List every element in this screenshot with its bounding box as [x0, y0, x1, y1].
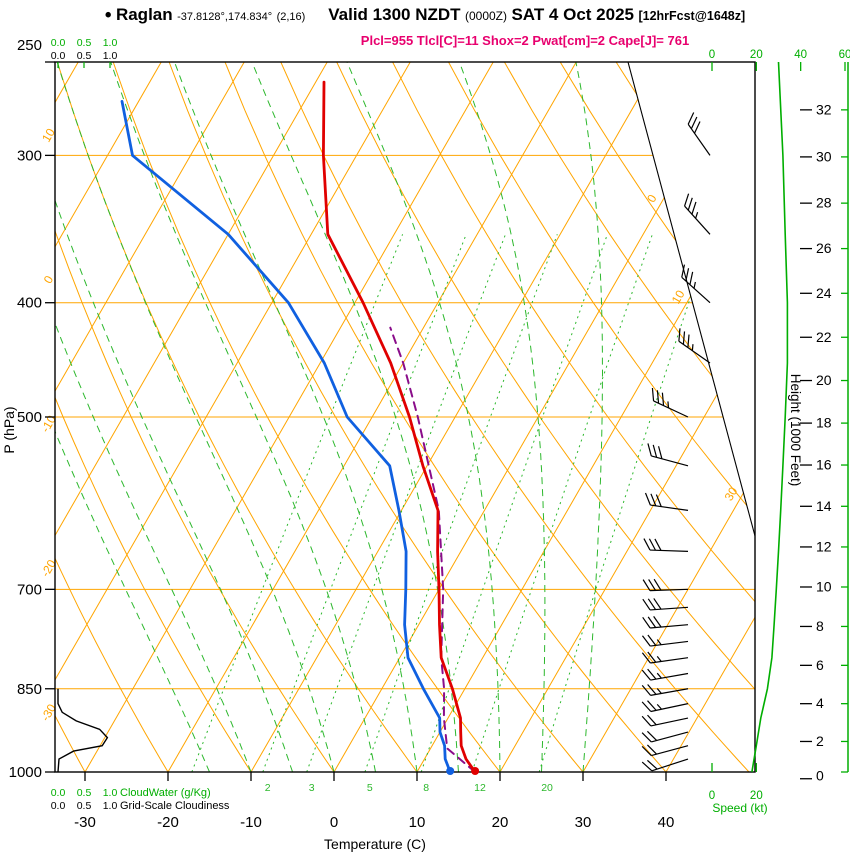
svg-text:10: 10: [409, 814, 426, 831]
svg-text:14: 14: [816, 498, 832, 514]
sounding-curves: [120, 80, 480, 775]
svg-text:2: 2: [265, 782, 271, 794]
svg-text:8: 8: [423, 782, 429, 794]
stability-indices: Plcl=955 Tlcl[C]=11 Shox=2 Pwat[cm]=2 Ca…: [361, 33, 689, 48]
svg-text:0.5: 0.5: [77, 50, 92, 62]
svg-text:0: 0: [41, 273, 57, 286]
wind-barbs: [641, 62, 711, 772]
svg-text:1.0: 1.0: [103, 787, 118, 799]
grid-point: (2,16): [276, 11, 306, 23]
svg-text:0.5: 0.5: [77, 787, 92, 799]
dewpoint-curve: [120, 100, 452, 774]
svg-text:-20: -20: [157, 814, 179, 831]
grid-cut-diagonal: [627, 61, 756, 537]
svg-text:500: 500: [17, 409, 42, 426]
svg-text:20: 20: [750, 790, 763, 802]
station-bullet: •: [104, 5, 112, 26]
station-name: Raglan: [115, 5, 173, 24]
speed-axis-label: Speed (kt): [712, 801, 767, 815]
svg-text:0.5: 0.5: [77, 800, 92, 812]
svg-text:850: 850: [17, 681, 42, 698]
valid-time: Valid 1300 NZDT: [328, 5, 461, 24]
svg-text:20: 20: [750, 49, 763, 61]
svg-text:0.5: 0.5: [77, 37, 92, 49]
svg-text:6: 6: [816, 657, 824, 673]
pressure-axis-label: P (hPa): [1, 406, 17, 453]
forecast-tag: [12hrFcst@1648z]: [638, 9, 746, 23]
svg-text:20: 20: [541, 782, 553, 794]
svg-text:4: 4: [816, 695, 824, 711]
svg-text:0.0: 0.0: [51, 50, 66, 62]
svg-text:12: 12: [474, 782, 486, 794]
svg-text:-30: -30: [74, 814, 96, 831]
svg-text:1.0: 1.0: [103, 37, 118, 49]
svg-text:26: 26: [816, 240, 832, 256]
svg-text:32: 32: [816, 101, 832, 117]
svg-text:0: 0: [709, 790, 715, 802]
cloudiness-axis-label: Grid-Scale Cloudiness: [120, 800, 230, 812]
surface-dewpoint-dot: [446, 767, 455, 775]
svg-text:10: 10: [669, 287, 688, 306]
svg-text:0: 0: [816, 768, 824, 784]
svg-text:1.0: 1.0: [103, 800, 118, 812]
temperature-curve: [321, 80, 477, 774]
svg-text:-10: -10: [240, 814, 262, 831]
svg-text:60: 60: [839, 49, 850, 61]
height-axis-label: Height (1000 Feet): [788, 374, 803, 487]
svg-text:22: 22: [816, 329, 832, 345]
svg-text:1.0: 1.0: [103, 50, 118, 62]
svg-text:20: 20: [492, 814, 509, 831]
svg-text:3: 3: [309, 782, 315, 794]
cloudwater-axis-label: CloudWater (g/Kg): [120, 787, 211, 799]
svg-text:10: 10: [39, 126, 58, 145]
wind-speed-profile: [751, 61, 789, 773]
valid-zulu: (0000Z): [464, 9, 508, 23]
svg-text:40: 40: [658, 814, 675, 831]
svg-text:2: 2: [816, 733, 824, 749]
svg-text:0: 0: [709, 49, 715, 61]
parcel-path: [389, 326, 477, 773]
svg-text:300: 300: [17, 147, 42, 164]
svg-text:0.0: 0.0: [51, 800, 66, 812]
svg-text:16: 16: [816, 457, 832, 473]
svg-text:20: 20: [816, 372, 832, 388]
svg-text:0.0: 0.0: [51, 37, 66, 49]
temperature-axis-label: Temperature (C): [324, 836, 426, 852]
svg-text:700: 700: [17, 581, 42, 598]
svg-text:1000: 1000: [9, 764, 42, 781]
svg-text:0: 0: [644, 192, 660, 205]
surface-temp-dot: [471, 767, 480, 775]
svg-text:250: 250: [17, 37, 42, 54]
svg-text:30: 30: [575, 814, 592, 831]
svg-text:40: 40: [794, 49, 807, 61]
svg-text:5: 5: [367, 782, 373, 794]
svg-text:8: 8: [816, 618, 824, 634]
skewt-grid: [55, 62, 755, 772]
svg-text:28: 28: [816, 195, 832, 211]
svg-text:30: 30: [722, 484, 741, 503]
svg-text:400: 400: [17, 295, 42, 312]
svg-text:30: 30: [816, 148, 832, 164]
station-coords: -37.8128°,174.834°: [177, 11, 273, 23]
valid-date: SAT 4 Oct 2025: [511, 5, 634, 24]
svg-text:10: 10: [816, 578, 832, 594]
svg-text:12: 12: [816, 538, 832, 554]
svg-text:24: 24: [816, 285, 832, 301]
svg-text:18: 18: [816, 415, 832, 431]
svg-text:0.0: 0.0: [51, 787, 66, 799]
svg-text:0: 0: [330, 814, 338, 831]
chart-header: • Raglan -37.8128°,174.834° (2,16) Valid…: [0, 5, 850, 27]
svg-text:-30: -30: [38, 701, 59, 723]
cloudiness-curve: [57, 688, 109, 773]
